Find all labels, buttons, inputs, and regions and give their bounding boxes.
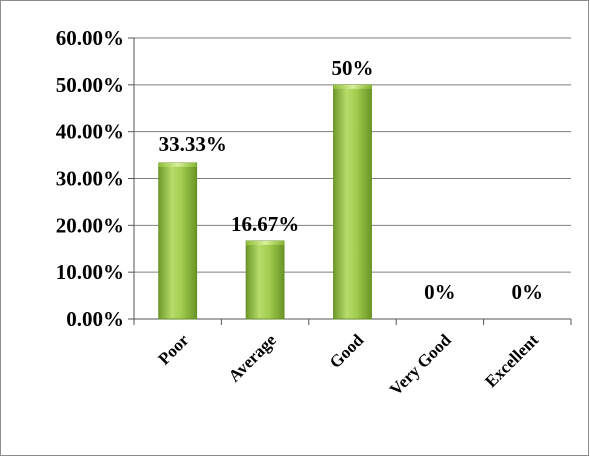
bar-cap [158,162,197,167]
data-label: 33.33% [159,132,227,156]
y-tick-label: 10.00% [56,260,124,284]
y-tick-label: 20.00% [56,213,124,237]
category-label: Poor [154,330,192,368]
y-tick-label: 50.00% [56,73,124,97]
x-axis [133,318,572,325]
bar-body [245,240,285,320]
y-tick-label: 40.00% [56,120,124,144]
bar-cap [333,84,372,89]
y-tick-label: 0.00% [66,307,124,331]
bar [333,84,372,320]
bar-body [333,84,372,320]
bar [158,162,198,320]
y-tick-label: 30.00% [56,167,124,191]
data-label: 50% [332,56,374,80]
category-label: Excellent [481,330,542,391]
y-axis: 0.00% 10.00% 20.00% 30.00% 40.00% 50.00% 60.00… [56,26,135,331]
category-label: Very Good [386,330,455,399]
data-labels: 33.33% 16.67% 50% 0% 0% [159,56,543,304]
data-label: 0% [512,280,544,304]
category-labels: Poor Average Good Very Good Excellent [154,330,542,399]
data-label: 0% [424,280,456,304]
bars [158,84,372,320]
bar-cap [246,240,285,245]
category-label: Good [326,330,368,372]
bar [245,240,285,320]
y-tick-label: 60.00% [56,26,124,50]
data-label: 16.67% [231,212,299,236]
bar-body [158,162,198,320]
category-label: Average [225,330,281,386]
